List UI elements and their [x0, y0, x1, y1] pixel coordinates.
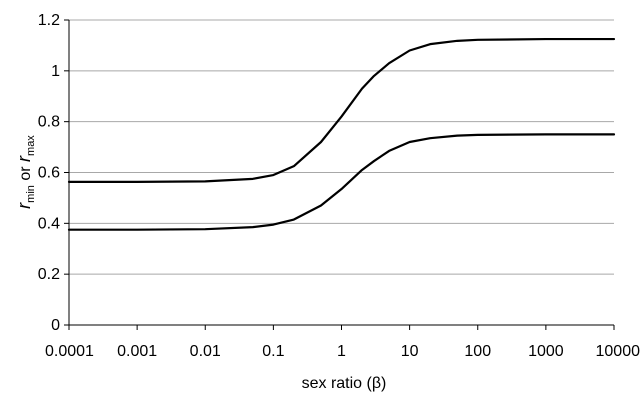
x-axis-title: sex ratio (β) [302, 375, 387, 392]
x-tick-label: 1000 [528, 343, 564, 360]
y-axis-title-sub-max: max [25, 135, 37, 156]
y-axis-title-sub-min: min [25, 185, 37, 203]
series-line-lower [67, 133, 616, 231]
x-tick-label: 0.001 [117, 343, 157, 360]
y-tick-labels: 0 0.2 0.4 0.6 0.8 1 1.2 [38, 12, 60, 334]
x-tick-labels: 0.0001 0.001 0.01 0.1 1 10 100 1000 10000 [45, 343, 640, 360]
y-axis-title-r1: r [14, 202, 34, 209]
x-tick-label: 1 [337, 343, 346, 360]
y-axis-title: rmin or rmax [14, 135, 37, 209]
x-tick-label: 10000 [596, 343, 641, 360]
x-tick-label: 0.01 [190, 343, 221, 360]
series-lines [67, 37, 616, 231]
series-line-upper [67, 37, 616, 183]
axes [64, 19, 615, 330]
y-tick-label: 1.2 [38, 12, 60, 29]
y-axis-title-r2: r [14, 155, 34, 162]
x-tick-label: 100 [464, 343, 491, 360]
y-tick-label: 0.8 [38, 114, 60, 131]
y-axis-title-or: or [17, 162, 34, 185]
y-tick-label: 0 [51, 317, 60, 334]
x-tick-label: 0.1 [262, 343, 284, 360]
x-tick-label: 0.0001 [45, 343, 94, 360]
y-tick-label: 0.2 [38, 266, 60, 283]
grid-lines [69, 19, 614, 275]
y-tick-label: 1 [51, 63, 60, 80]
y-tick-label: 0.6 [38, 165, 60, 182]
y-tick-label: 0.4 [38, 215, 60, 232]
x-tick-label: 10 [401, 343, 419, 360]
